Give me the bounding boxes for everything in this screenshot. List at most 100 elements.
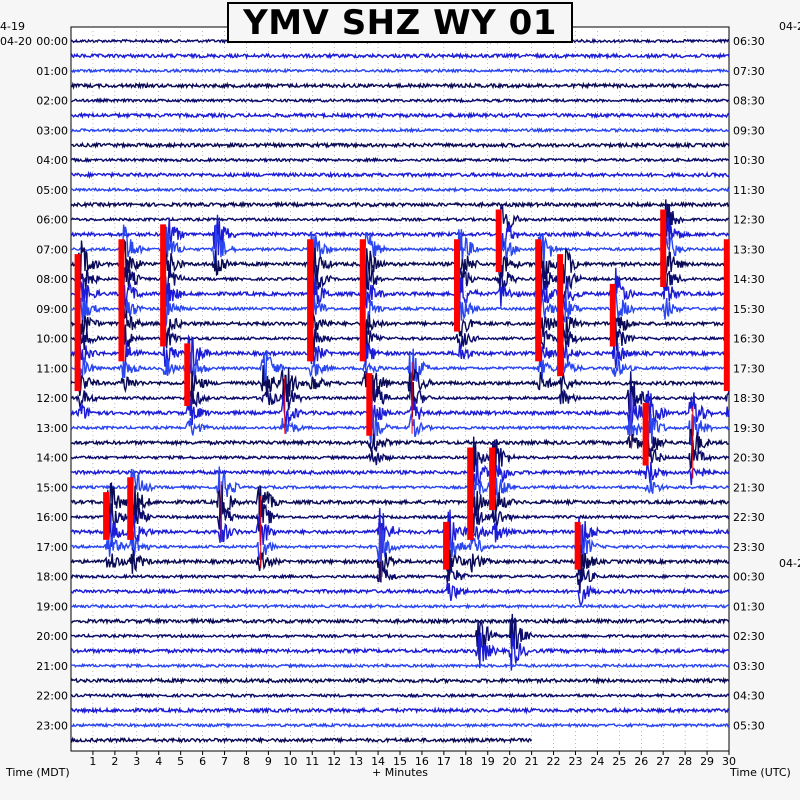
seismic-trace (70, 692, 730, 699)
right-hour-label: 00:30 (733, 571, 765, 584)
left-hour-label: 08:00 (36, 273, 68, 286)
right-hour-label: 07:30 (733, 65, 765, 78)
clipped-signal (307, 239, 314, 362)
right-hour-label: 20:30 (733, 452, 765, 465)
left-hour-label: 18:00 (36, 571, 68, 584)
x-tick-label: 1 (89, 755, 96, 768)
right-hour-label: 16:30 (733, 333, 765, 346)
x-tick-label: 17 (437, 755, 451, 768)
right-hour-label: 21:30 (733, 481, 765, 494)
right-hour-label: 01:30 (733, 600, 765, 613)
clipped-signal (118, 239, 125, 362)
seismic-trace (70, 365, 730, 406)
seismic-trace (70, 662, 730, 669)
seismic-trace (70, 67, 729, 74)
left-date-label-start: 4-19 (0, 20, 25, 33)
seismic-trace (70, 126, 730, 134)
seismic-trace (70, 141, 730, 150)
clipped-signal (184, 343, 191, 406)
left-hour-label: 16:00 (36, 511, 68, 524)
left-hour-label: 05:00 (36, 184, 68, 197)
seismic-trace (70, 343, 730, 387)
seismic-trace (70, 736, 533, 745)
right-hour-label: 04:30 (733, 690, 765, 703)
clipped-signal (660, 209, 667, 287)
left-hour-label: 00:00 (36, 35, 68, 48)
seismic-trace (70, 493, 730, 542)
right-hour-label: 14:30 (733, 273, 765, 286)
left-hour-label: 11:00 (36, 362, 68, 375)
x-tick-label: 22 (547, 755, 561, 768)
right-hour-label: 06:30 (733, 35, 765, 48)
x-tick-label: 6 (199, 755, 206, 768)
clipped-signal (160, 224, 167, 347)
left-hour-label: 03:00 (36, 124, 68, 137)
right-hour-label: 02:30 (733, 630, 765, 643)
seismic-trace (70, 582, 730, 608)
x-tick-label: 21 (525, 755, 539, 768)
clipped-signal (723, 239, 730, 392)
seismic-trace (70, 51, 730, 61)
x-tick-label: 4 (155, 755, 162, 768)
clipped-signal (535, 239, 542, 362)
right-hour-label: 09:30 (733, 124, 765, 137)
left-hour-label: 22:00 (36, 690, 68, 703)
clipped-signal (574, 521, 581, 570)
x-tick-label: 13 (349, 755, 363, 768)
seismic-trace (70, 334, 730, 374)
x-tick-label: 20 (503, 755, 517, 768)
x-tick-label: 10 (283, 755, 297, 768)
right-hour-label: 10:30 (733, 154, 765, 167)
left-hour-label: 20:00 (36, 630, 68, 643)
x-tick-label: 18 (459, 755, 473, 768)
seismic-trace (70, 200, 730, 209)
seismic-trace (70, 436, 730, 483)
left-hour-label: 09:00 (36, 303, 68, 316)
right-hour-label: 08:30 (733, 95, 765, 108)
seismic-trace (70, 676, 730, 685)
seismic-trace (70, 288, 730, 329)
seismic-trace (70, 632, 730, 671)
x-tick-label: 23 (568, 755, 582, 768)
x-tick-label: 15 (393, 755, 407, 768)
clipped-signal (454, 239, 461, 332)
seismic-trace (70, 562, 730, 594)
x-tick-label: 19 (481, 755, 495, 768)
x-tick-label: 16 (415, 755, 429, 768)
right-hour-label: 12:30 (733, 214, 765, 227)
seismic-trace (70, 428, 730, 464)
seismic-trace (70, 458, 730, 495)
seismic-trace (70, 613, 730, 660)
seismic-trace (70, 111, 730, 120)
right-date-label-start: 04-2 (779, 20, 800, 33)
seismic-trace (70, 258, 730, 302)
x-tick-label: 8 (243, 755, 250, 768)
seismic-trace (70, 156, 730, 164)
x-tick-label: 3 (133, 755, 140, 768)
x-tick-label: 5 (177, 755, 184, 768)
clipped-signal (366, 373, 373, 436)
x-tick-label: 29 (700, 755, 714, 768)
right-date-label: 04-2 (779, 557, 800, 570)
seismic-trace (70, 170, 730, 180)
right-axis-label: Time (UTC) (730, 766, 791, 779)
left-axis-label: Time (MDT) (6, 766, 70, 779)
x-tick-label: 9 (265, 755, 272, 768)
right-hour-label: 19:30 (733, 422, 765, 435)
right-hour-label: 15:30 (733, 303, 765, 316)
seismic-trace (70, 371, 730, 422)
left-hour-label: 06:00 (36, 214, 68, 227)
seismic-trace (71, 617, 730, 626)
left-hour-label: 23:00 (36, 719, 68, 732)
left-hour-label: 17:00 (36, 541, 68, 554)
right-hour-label: 22:30 (733, 511, 765, 524)
clipped-signal (443, 521, 450, 570)
left-hour-label: 04:00 (36, 154, 68, 167)
seismic-trace (70, 238, 730, 291)
left-hour-label: 01:00 (36, 65, 68, 78)
right-hour-label: 05:30 (733, 719, 765, 732)
x-tick-label: 2 (111, 755, 118, 768)
seismic-trace (70, 409, 730, 447)
x-tick-label: 27 (656, 755, 670, 768)
